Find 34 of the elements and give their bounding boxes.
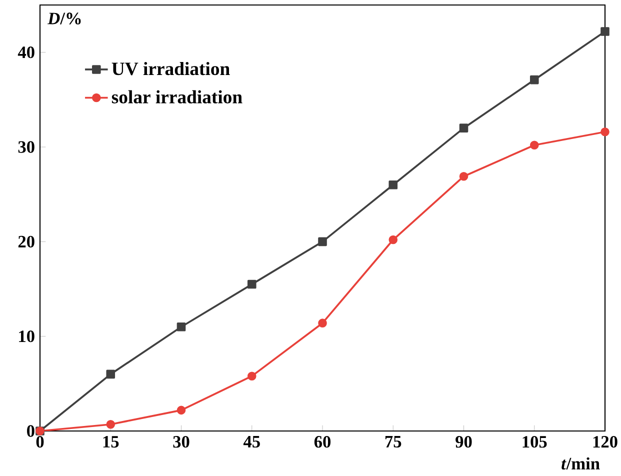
point bbox=[106, 420, 116, 429]
x-tick-label: 75 bbox=[385, 436, 402, 448]
y-axis-title: D/% bbox=[48, 12, 81, 24]
point bbox=[247, 372, 256, 380]
point bbox=[176, 322, 186, 332]
y-tick-label: 0 bbox=[27, 425, 34, 437]
y-tick-label: 10 bbox=[19, 330, 34, 342]
point bbox=[530, 75, 539, 84]
point bbox=[318, 237, 327, 246]
x-tick-label: 120 bbox=[593, 436, 618, 448]
x-tick-label: 60 bbox=[314, 436, 331, 448]
y-tick-label: 40 bbox=[18, 46, 34, 58]
legend-label: UV irradiation bbox=[112, 62, 230, 76]
y-tick-label: 20 bbox=[18, 236, 34, 248]
point bbox=[388, 180, 398, 190]
x-tick-label: 30 bbox=[173, 436, 190, 448]
point bbox=[106, 370, 116, 379]
x-tick-label: 90 bbox=[456, 436, 472, 448]
x-tick-label: 105 bbox=[522, 436, 547, 448]
point bbox=[388, 235, 398, 244]
point bbox=[600, 127, 610, 136]
point bbox=[530, 140, 539, 150]
y-tick-label: 30 bbox=[18, 141, 34, 153]
point bbox=[318, 318, 327, 328]
point bbox=[176, 406, 186, 415]
x-tick-label: 0 bbox=[36, 436, 44, 448]
point bbox=[459, 124, 468, 132]
legend-label: solar irradiation bbox=[112, 90, 242, 104]
point bbox=[459, 172, 468, 181]
x-tick-label: 15 bbox=[103, 436, 119, 448]
point bbox=[247, 280, 256, 289]
point bbox=[600, 27, 610, 36]
x-axis-title: t/min bbox=[562, 457, 600, 470]
x-tick-label: 45 bbox=[243, 436, 260, 448]
